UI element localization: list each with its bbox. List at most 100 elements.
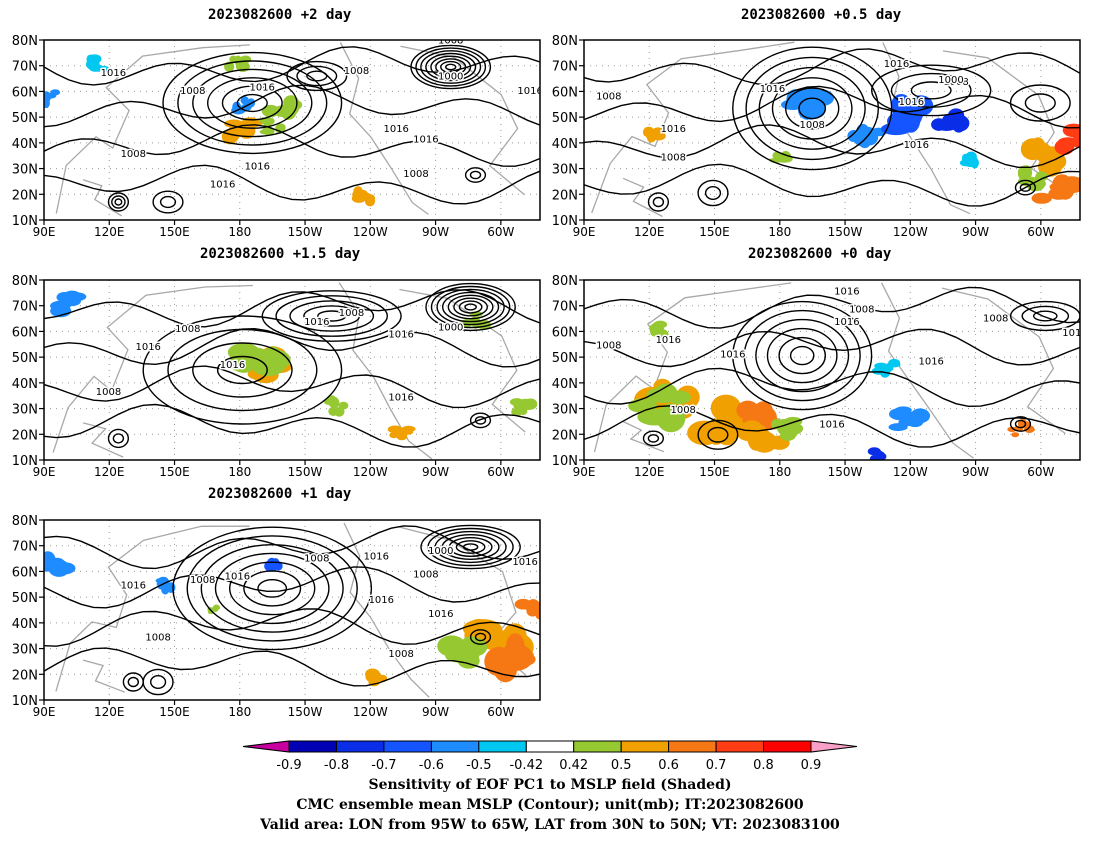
isobar-ring bbox=[652, 196, 665, 208]
isobar-ring bbox=[1019, 183, 1032, 192]
isobar-ring bbox=[474, 416, 487, 425]
isobar-ring bbox=[455, 540, 486, 554]
isobar bbox=[44, 46, 540, 86]
lat-tick-label: 40N bbox=[12, 137, 38, 152]
lon-tick-label: 120E bbox=[94, 465, 125, 479]
shading-blob bbox=[518, 407, 528, 415]
shading-blob bbox=[94, 64, 104, 72]
shading-blob bbox=[1017, 165, 1030, 181]
shading-blob bbox=[782, 422, 804, 435]
isobar bbox=[584, 405, 1080, 448]
lat-tick-label: 50N bbox=[552, 111, 578, 126]
coastline bbox=[591, 41, 795, 214]
isobar-ring bbox=[732, 46, 893, 171]
isobar-ring bbox=[200, 544, 344, 633]
lat-tick-label: 80N bbox=[552, 274, 578, 289]
isobar-ring bbox=[704, 185, 722, 200]
shading-blob bbox=[710, 394, 742, 422]
lon-tick-label: 180 bbox=[768, 225, 791, 239]
lat-tick-label: 20N bbox=[12, 188, 38, 203]
shading-blob bbox=[874, 452, 887, 460]
isobar-ring bbox=[107, 192, 129, 212]
isobar bbox=[44, 566, 540, 609]
coastline bbox=[55, 525, 250, 692]
isobar-ring bbox=[441, 534, 500, 561]
contour-label: 1000 bbox=[438, 322, 463, 333]
contour-label: 1016 bbox=[720, 349, 745, 360]
isobar bbox=[44, 365, 540, 409]
isobar-ring bbox=[785, 87, 840, 130]
contour-label: 1016 bbox=[517, 86, 542, 97]
isobar-ring bbox=[162, 51, 343, 155]
lat-tick-label: 60N bbox=[552, 325, 578, 340]
isobar-ring bbox=[910, 81, 952, 100]
shading-blob bbox=[398, 429, 414, 435]
lon-tick-label: 180 bbox=[228, 225, 251, 239]
map-content: 1016 1008 1016 1008 1016 1008 1016 1016 1016 1008… bbox=[584, 280, 1080, 460]
lat-tick-label: 70N bbox=[12, 60, 38, 75]
isobar bbox=[584, 328, 1080, 368]
isobar-ring bbox=[1021, 305, 1070, 327]
panel-frame bbox=[43, 519, 541, 701]
contour-label: 1008 bbox=[438, 36, 463, 47]
panel-title: 2023082600 +1 day bbox=[208, 486, 352, 502]
contour-label: 1008 bbox=[388, 649, 413, 660]
lat-tick-label: 50N bbox=[12, 111, 38, 126]
shading-blob bbox=[1031, 192, 1052, 204]
isobar-ring bbox=[214, 552, 330, 625]
map-content: 1016 1008 1000 1008 1016 1016 1016 1008 1016 bbox=[44, 280, 540, 460]
lon-tick-label: 180 bbox=[228, 705, 251, 719]
isobar-ring bbox=[286, 60, 348, 92]
contour-label: 1008 bbox=[596, 91, 621, 102]
shading-blob bbox=[522, 398, 535, 410]
isobar-ring bbox=[1014, 419, 1027, 429]
lon-tick-label: 120E bbox=[634, 225, 665, 239]
isobar-ring bbox=[127, 676, 140, 688]
shading-blob bbox=[50, 89, 61, 96]
lon-tick-label: 60W bbox=[1027, 465, 1054, 479]
isobar-ring bbox=[112, 433, 125, 444]
lat-tick-label: 70N bbox=[552, 60, 578, 75]
contour-label: 1000 bbox=[438, 72, 463, 83]
isobar-ring bbox=[448, 537, 493, 558]
lon-tick-label: 150W bbox=[288, 705, 323, 719]
isobar-ring bbox=[697, 179, 729, 207]
isobar-ring bbox=[172, 526, 373, 651]
isobar bbox=[584, 163, 1080, 207]
contour-label: 1016 bbox=[135, 342, 160, 353]
shading-blob bbox=[525, 599, 540, 616]
map-content: 1016 1008 1016 1008 1000 1008 1008 1016 1016 1016… bbox=[44, 36, 542, 220]
isobar-ring bbox=[458, 300, 483, 314]
contour-label: 1016 bbox=[899, 97, 924, 108]
lat-tick-label: 60N bbox=[12, 85, 38, 100]
lat-tick-label: 10N bbox=[12, 214, 38, 229]
lon-tick-label: 180 bbox=[768, 465, 791, 479]
isobar-ring bbox=[261, 290, 402, 342]
shading-blob bbox=[275, 123, 286, 131]
coastline bbox=[82, 179, 123, 217]
isobar-ring bbox=[159, 195, 177, 209]
lat-tick-label: 10N bbox=[552, 454, 578, 469]
contour-label: 1008 bbox=[670, 405, 695, 416]
shading-blob bbox=[894, 406, 912, 415]
coastline bbox=[622, 177, 663, 218]
shading-blob bbox=[1071, 125, 1080, 140]
isobar-ring bbox=[440, 60, 462, 74]
lon-tick-label: 120W bbox=[893, 225, 928, 239]
contour-label: 1016 bbox=[428, 609, 453, 620]
isobar-ring bbox=[303, 305, 361, 327]
shading-blob bbox=[1007, 426, 1017, 433]
isobar bbox=[44, 647, 540, 687]
lat-tick-label: 20N bbox=[12, 428, 38, 443]
isobar bbox=[584, 85, 1080, 129]
shading-blob bbox=[166, 582, 176, 593]
isobar-ring bbox=[464, 167, 487, 183]
isobar-ring bbox=[642, 430, 664, 447]
contour-label: 1016 bbox=[904, 140, 929, 151]
panel-title: 2023082600 +1.5 day bbox=[200, 246, 361, 262]
contour-label: 1008 bbox=[661, 153, 686, 164]
shading-blob bbox=[509, 398, 524, 406]
isobar-ring bbox=[107, 428, 129, 449]
lat-tick-label: 70N bbox=[12, 540, 38, 555]
